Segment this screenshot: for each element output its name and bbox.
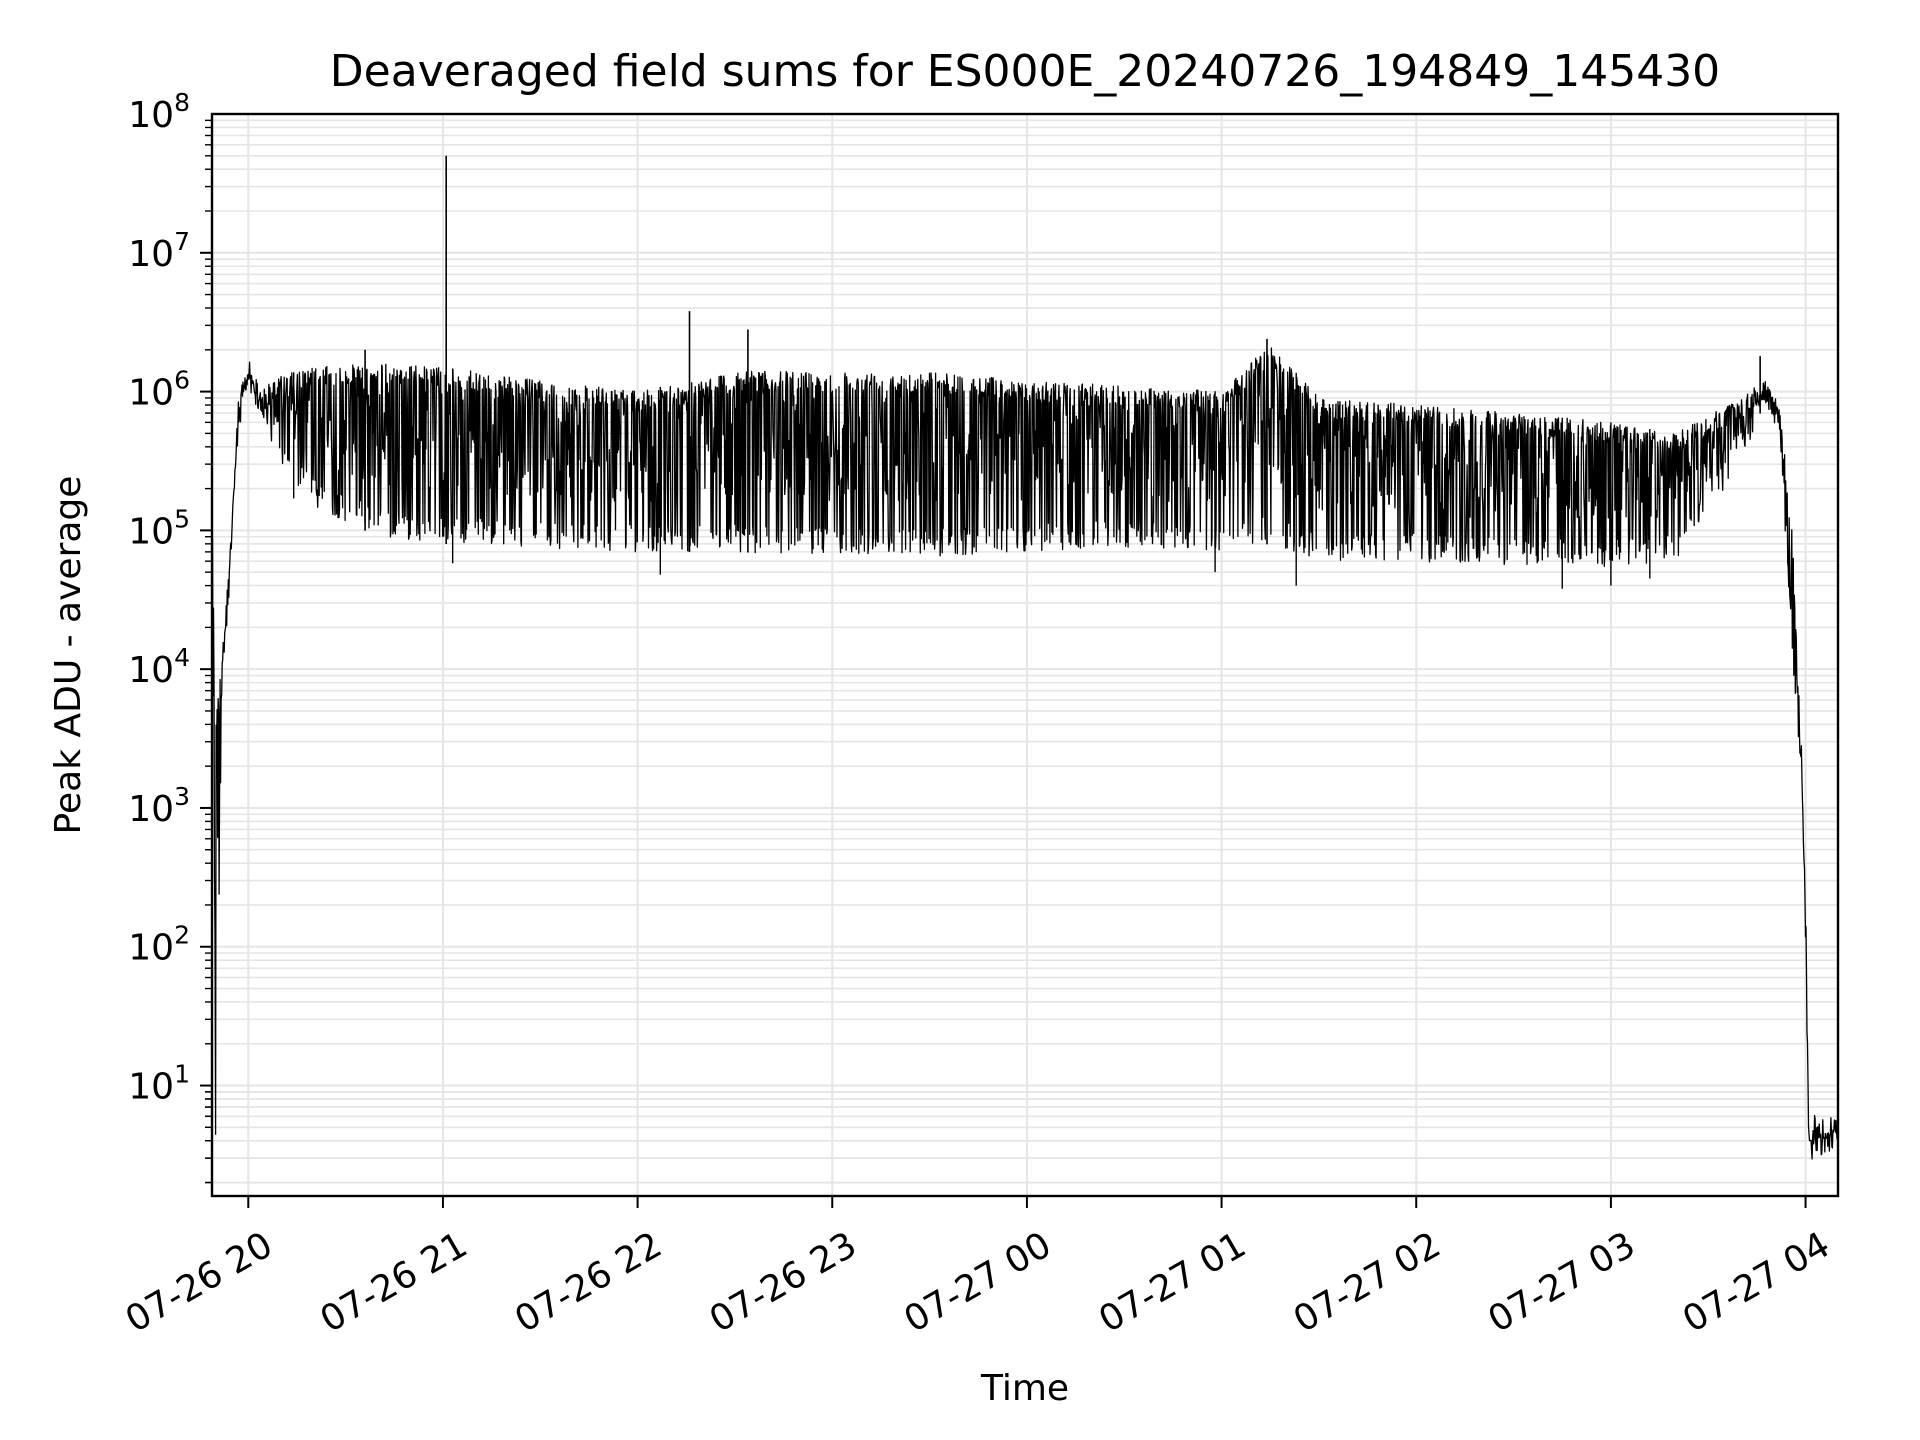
y-tick-label: 102 bbox=[128, 921, 190, 969]
y-tick-label: 106 bbox=[128, 366, 190, 414]
y-tick-label: 107 bbox=[128, 227, 190, 275]
y-tick-label: 108 bbox=[128, 88, 190, 136]
y-tick-base: 10 bbox=[128, 1067, 174, 1108]
y-tick-exponent: 2 bbox=[174, 921, 190, 950]
y-tick-label: 103 bbox=[128, 782, 190, 830]
y-tick-base: 10 bbox=[128, 234, 174, 275]
y-tick-exponent: 6 bbox=[174, 366, 190, 395]
y-tick-base: 10 bbox=[128, 789, 174, 830]
grid bbox=[212, 114, 1838, 1196]
y-tick-base: 10 bbox=[128, 511, 174, 552]
y-tick-exponent: 5 bbox=[174, 504, 190, 533]
y-tick-exponent: 7 bbox=[174, 227, 190, 256]
y-tick-exponent: 8 bbox=[174, 88, 190, 117]
y-tick-base: 10 bbox=[128, 373, 174, 414]
y-axis-label: Peak ADU - average bbox=[48, 476, 89, 835]
series-line bbox=[211, 347, 1839, 1160]
plot-area bbox=[211, 155, 1839, 1160]
y-tick-label: 101 bbox=[128, 1060, 190, 1108]
y-tick-label: 105 bbox=[128, 504, 190, 552]
y-tick-label: 104 bbox=[128, 643, 190, 691]
x-axis-label: Time bbox=[980, 1368, 1069, 1409]
y-tick-exponent: 4 bbox=[174, 643, 190, 672]
y-tick-base: 10 bbox=[128, 928, 174, 969]
y-tick-exponent: 1 bbox=[174, 1060, 190, 1089]
plot-frame bbox=[210, 112, 1840, 1198]
y-tick-base: 10 bbox=[128, 95, 174, 136]
chart-title: Deaveraged field sums for ES000E_2024072… bbox=[330, 46, 1720, 97]
y-tick-exponent: 3 bbox=[174, 782, 190, 811]
y-tick-base: 10 bbox=[128, 650, 174, 691]
